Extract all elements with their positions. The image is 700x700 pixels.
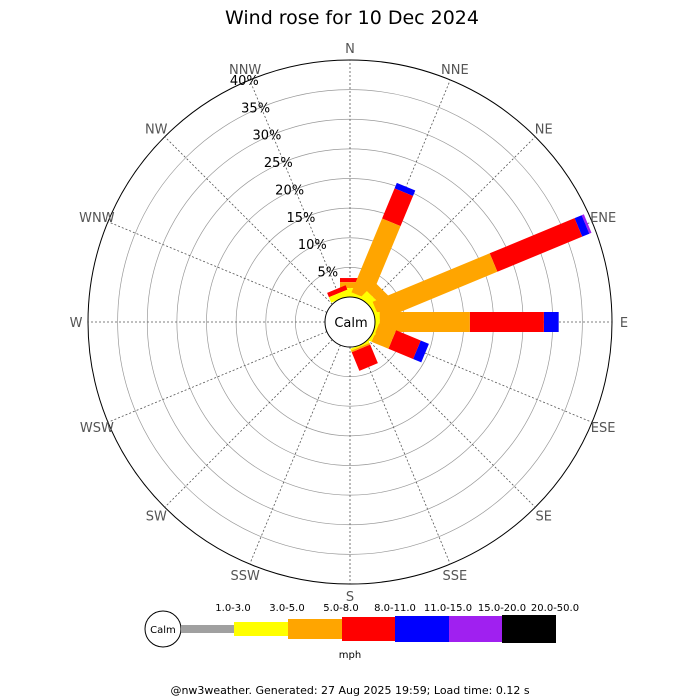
ring-label-6: 30% — [253, 129, 282, 144]
legend-calm-label: Calm — [150, 625, 176, 636]
bar-segment-e-5.0-8.0 — [379, 312, 470, 332]
direction-label-ssw: SSW — [230, 569, 260, 584]
calm-center: Calm — [324, 296, 376, 348]
legend-swatch-11.0-15.0 — [395, 616, 449, 642]
bar-segment-ene-8.0-11.0 — [489, 218, 583, 272]
calm-label: Calm — [334, 316, 367, 331]
bar-segment-n-5.0-8.0 — [340, 282, 360, 289]
legend-swatch-8.0-11.0 — [342, 617, 396, 641]
bar-segment-ene-5.0-8.0 — [372, 253, 498, 321]
ring-label-5: 25% — [264, 156, 293, 171]
direction-label-se: SE — [536, 510, 552, 525]
direction-label-nw: NW — [145, 122, 168, 137]
bar-segment-ene-11.0-15.0 — [574, 215, 590, 237]
direction-label-nnw: NNW — [229, 63, 261, 78]
bar-segment-sse-3.0-5.0 — [350, 341, 370, 351]
bar-segment-sse-5.0-8.0 — [351, 342, 371, 353]
direction-label-ene: ENE — [590, 211, 616, 226]
bar-segment-ene-15.0-20.0 — [581, 214, 592, 234]
chart-title: Wind rose for 10 Dec 2024 — [225, 7, 479, 29]
direction-label-sse: SSE — [442, 569, 467, 584]
bar-nnw — [327, 285, 350, 303]
legend-label-20.0-50.0: 20.0-50.0 — [531, 603, 579, 614]
spoke-sw — [164, 339, 333, 508]
legend-swatch-3.0-5.0 — [234, 622, 288, 636]
legend-label-1.0-3.0: 1.0-3.0 — [215, 603, 250, 614]
wind-bars — [327, 182, 592, 371]
calm-circle — [324, 296, 376, 348]
bar-segment-e-8.0-11.0 — [469, 312, 544, 332]
bar-segment-e-11.0-15.0 — [543, 312, 559, 332]
ring-label-2: 10% — [298, 238, 327, 253]
bar-segment-ese-5.0-8.0 — [371, 323, 397, 349]
direction-label-w: W — [70, 316, 83, 331]
bar-ese — [369, 322, 429, 363]
ring-label-8: 40% — [230, 74, 259, 89]
spoke-ese — [372, 331, 593, 423]
spoke-sse — [359, 344, 451, 565]
legend-swatch-20.0-50.0 — [502, 615, 556, 643]
direction-label-wsw: WSW — [80, 421, 114, 436]
bar-segment-n-8.0-11.0 — [340, 278, 360, 283]
footer-text: @nw3weather. Generated: 27 Aug 2025 19:5… — [170, 684, 529, 697]
bar-nne — [350, 182, 416, 303]
legend: Calm 1.0-3.0 3.0-5.0 5.0-8.0 8.0-11.0 11.0-15… — [144, 603, 579, 661]
grid-ring — [117, 89, 583, 555]
direction-label-ese: ESE — [591, 421, 616, 436]
legend-label-3.0-5.0: 3.0-5.0 — [269, 603, 304, 614]
ring-label-1: 5% — [317, 266, 338, 281]
spoke-ssw — [249, 344, 341, 565]
spoke-wsw — [107, 331, 328, 423]
legend-swatch-5.0-8.0 — [288, 619, 342, 639]
bar-segment-nnw-8.0-11.0 — [327, 285, 348, 298]
bar-segment-sse-8.0-11.0 — [351, 344, 378, 371]
spoke-ne — [367, 136, 536, 305]
bar-n — [340, 278, 360, 297]
bar-sse — [350, 341, 378, 371]
ring-label-7: 35% — [241, 101, 270, 116]
direction-label-wnw: WNW — [79, 211, 115, 226]
legend-label-15.0-20.0: 15.0-20.0 — [478, 603, 526, 614]
direction-label-e: E — [620, 316, 628, 331]
bar-segment-nne-11.0-15.0 — [394, 182, 416, 196]
bar-segment-n-3.0-5.0 — [340, 288, 360, 297]
legend-swatch-15.0-20.0 — [449, 616, 503, 642]
spoke-nne — [359, 79, 451, 300]
direction-label-ne: NE — [535, 122, 553, 137]
legend-label-5.0-8.0: 5.0-8.0 — [323, 603, 358, 614]
spoke-se — [367, 339, 536, 508]
legend-swatch-1.0-3.0 — [181, 625, 234, 633]
spoke-wnw — [107, 221, 328, 313]
legend-unit: mph — [339, 650, 361, 661]
radial-tick-labels: 5% 10% 15% 20% 25% 30% 35% 40% — [230, 74, 338, 281]
direction-label-sw: SW — [146, 510, 167, 525]
bar-segment-ese-8.0-11.0 — [388, 330, 421, 359]
bar-e — [375, 312, 559, 332]
spoke-nw — [164, 136, 333, 305]
legend-label-11.0-15.0: 11.0-15.0 — [424, 603, 472, 614]
bar-segment-ese-11.0-15.0 — [413, 340, 429, 363]
bar-segment-nne-5.0-8.0 — [351, 218, 401, 300]
direction-label-nne: NNE — [441, 63, 469, 78]
ring-label-4: 20% — [275, 183, 304, 198]
ring-label-3: 15% — [287, 211, 316, 226]
direction-label-n: N — [345, 42, 355, 57]
direction-labels: N NNE NE ENE E ESE SE SSE S SSW SW WSW W WNW NW NNW — [70, 42, 629, 605]
legend-label-8.0-11.0: 8.0-11.0 — [374, 603, 416, 614]
direction-label-s: S — [346, 590, 354, 605]
bar-segment-nnw-3.0-5.0 — [328, 289, 350, 303]
bar-segment-nne-8.0-11.0 — [382, 188, 414, 227]
spoke-nnw — [249, 79, 341, 300]
